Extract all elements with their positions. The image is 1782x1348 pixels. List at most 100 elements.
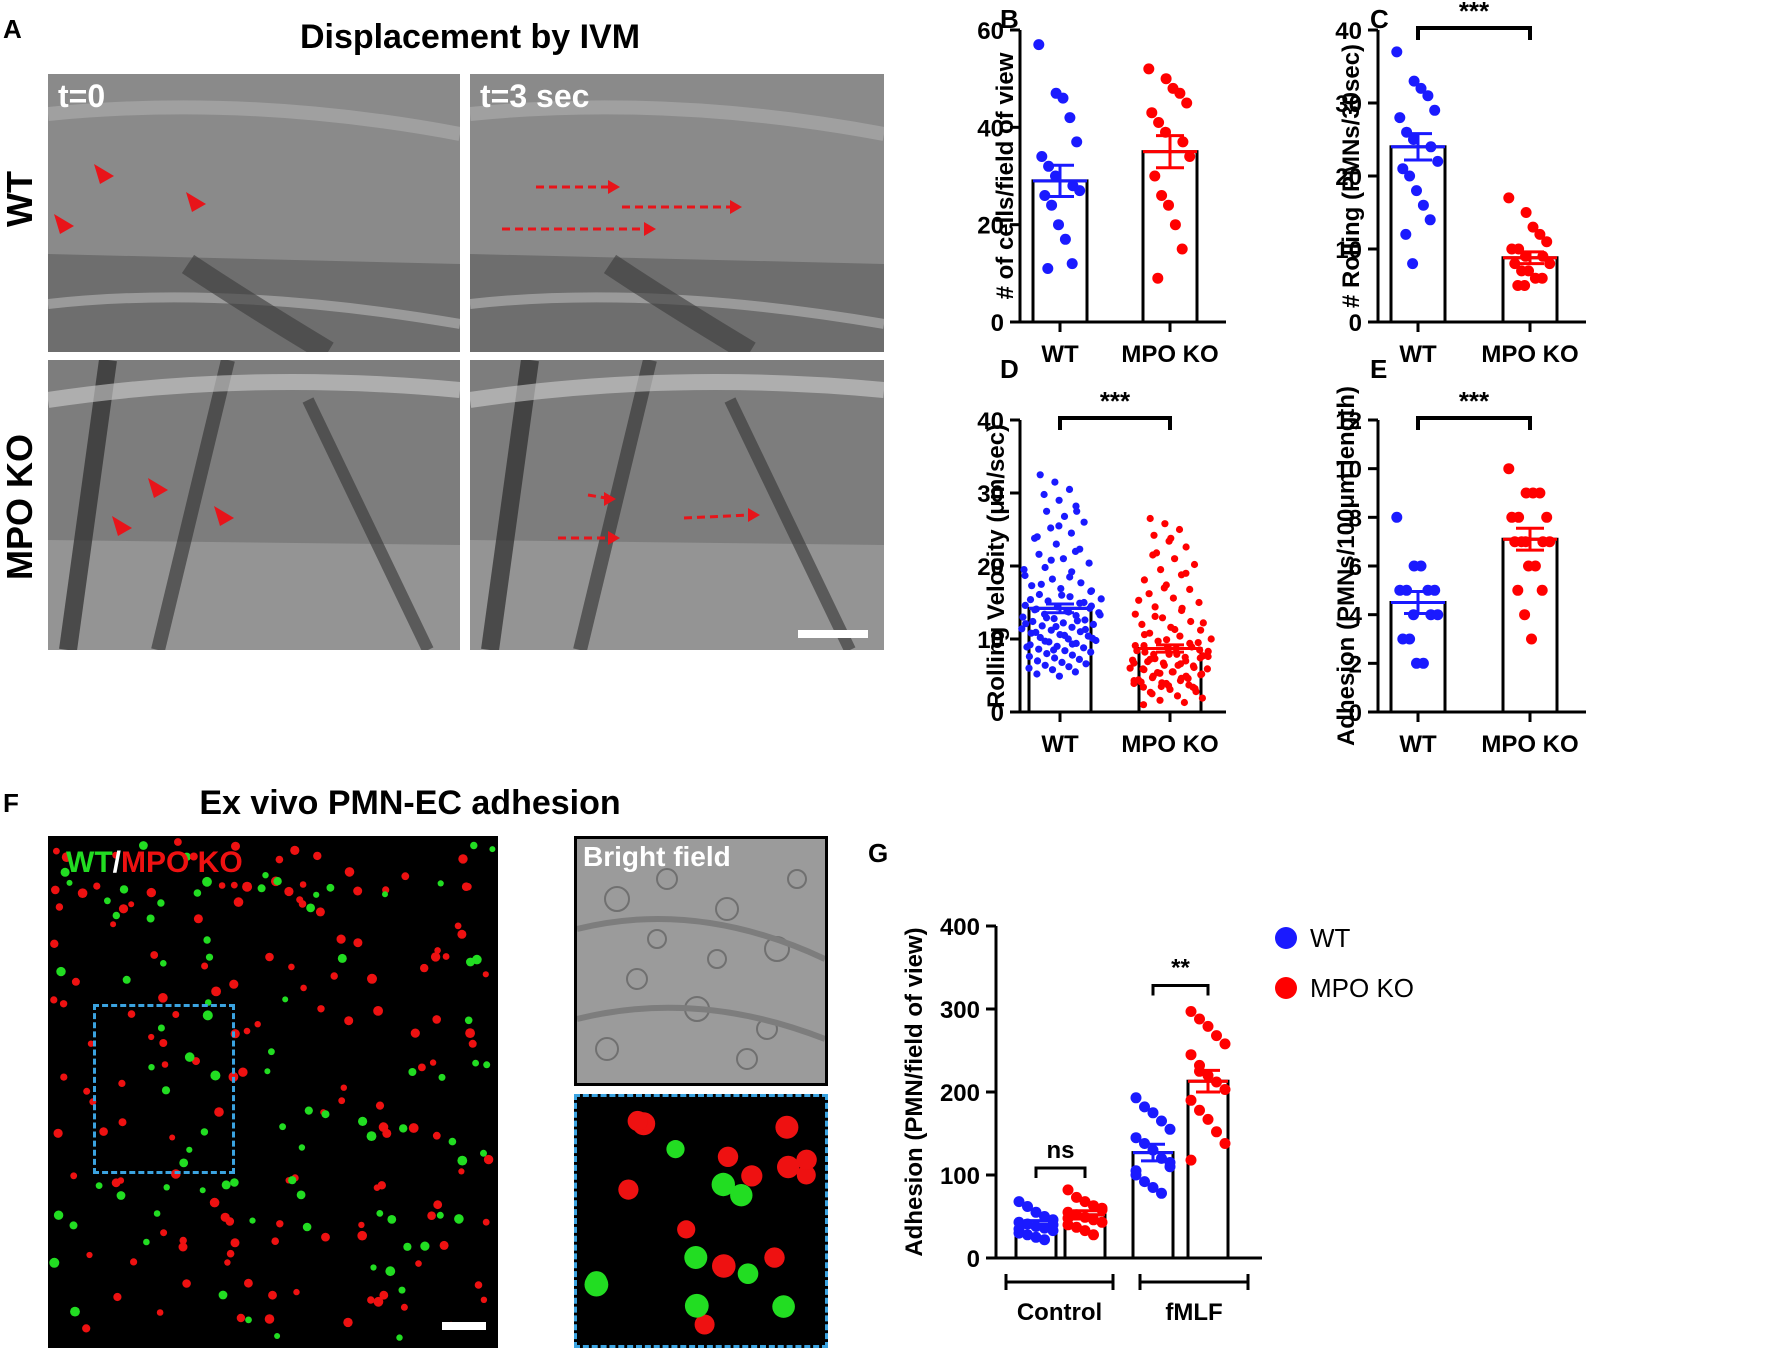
data-point [1417,199,1429,211]
data-point [1137,678,1145,686]
y-tick-label: 20 [1335,164,1362,191]
data-point [1053,219,1064,231]
bright-field-texture [577,839,825,1083]
wt-cell-dot [408,1068,417,1076]
data-point [1397,163,1409,175]
data-point [1149,170,1161,182]
mpo-ko-cell-dot [480,1296,488,1303]
mpo-ko-cell-dot [454,922,462,930]
y-tick-label: 6 [1349,554,1362,581]
data-point [1160,584,1168,592]
data-point [1203,665,1211,673]
panel-label-e: E [1370,354,1387,384]
mpo-ko-cell-dot [110,921,117,928]
mpo-ko-cell-dot [112,851,120,859]
data-point [1176,243,1188,255]
fluorescence-legend: WT/MPO KO [66,846,243,880]
mpo-ko-cell-dot [211,986,222,997]
wt-t3-arrows [502,180,742,236]
y-tick-label: 0 [991,310,1004,337]
inset-mpo-ko-cell [796,1149,817,1170]
data-point [1013,1196,1025,1208]
wt-cell-dot [202,1010,213,1021]
wt-cell-dot [306,903,315,913]
wt-cell-dot [245,1316,252,1324]
data-point [1156,669,1164,677]
mpo-ko-cell-dot [317,1005,325,1013]
data-point [1071,668,1079,676]
data-point [1068,623,1076,631]
wt-cell-dot [472,1059,479,1067]
data-point [1018,625,1026,633]
mpo-ko-cell-dot [442,953,450,960]
data-point [1519,609,1531,621]
y-tick-label: 60 [977,18,1004,45]
mpo-ko-cell-dot [271,1237,279,1245]
data-point [1164,682,1173,690]
data-point [1541,236,1553,248]
data-point [1139,1101,1150,1113]
group-label: fMLF [1165,1299,1222,1326]
mpo-ko-cell-dot [482,1218,490,1226]
data-point [1043,650,1051,658]
mpo-ko-cell-dot [408,1123,419,1133]
inset-zoom-image [574,1094,828,1348]
data-point [1064,112,1076,124]
mpo-ko-cell-dot [367,973,377,984]
mpo-ko-cell-dot [218,882,226,889]
data-point [1022,1229,1033,1241]
mpo-ko-cell-dot [321,1232,330,1242]
mpo-ko-cell-dot [373,1296,384,1307]
wt-cell-dot [288,1176,297,1185]
wt-cell-dot [313,891,320,898]
ivm-wt-t0-texture [48,74,460,352]
wt-cell-dot [302,1222,312,1232]
data-point [1130,1092,1142,1104]
mpo-ko-cell-dot [379,1290,389,1300]
data-point [1141,648,1149,656]
data-point [1060,512,1069,521]
x-tick-label: MPO KO [1481,341,1578,368]
inset-wt-cell [730,1184,753,1207]
data-point [1156,190,1168,201]
y-tick-label: 10 [1335,457,1362,484]
mpo-ko-cell-dot [243,1027,251,1035]
data-point [1087,648,1095,656]
significance-bracket [1416,26,1532,40]
data-point [1088,1200,1099,1212]
wt-cell-dot [304,1106,313,1115]
data-point [1503,463,1515,475]
data-point [1148,674,1157,682]
mpo-ko-cell-dot [50,939,59,948]
data-point [1189,662,1197,670]
mpo-ko-cell-dot [315,907,325,917]
mpo-ko-cell-dot [254,1021,261,1028]
data-point [1059,619,1067,627]
mpo-ko-cell-dot [373,1006,383,1016]
wt-cell-dot [200,1128,209,1136]
mpo-ko-cell-dot [382,1128,392,1138]
data-point [1082,660,1090,668]
wt-cell-dot [264,1068,271,1075]
bar-mpo-ko [1186,1079,1230,1260]
wt-cell-dot [193,889,202,897]
mpo-ko-cell-dot [264,1314,275,1324]
data-point [1182,543,1190,551]
panel-label-c: C [1370,4,1389,34]
data-point [1139,1176,1150,1188]
mpo-ko-cell-dot [353,938,363,948]
mpo-ko-cell-dot [59,1000,68,1008]
data-point [1146,107,1158,119]
mpo-ko-cell-dot [238,1067,248,1077]
wt-cell-dot [119,885,129,894]
wt-cell-dot [230,1178,239,1187]
fluorescence-image: WT/MPO KO [48,836,498,1348]
y-axis-label: Adhesion (PMN/field of view) [901,927,928,1256]
inset-mpo-ko-cell [741,1165,763,1187]
wt-cell-dot [163,1184,170,1191]
data-point [1097,595,1105,603]
data-point [1050,646,1058,654]
mpo-ko-cell-dot [161,1061,169,1068]
wt-cell-dot [420,1241,430,1251]
data-point [1509,258,1521,270]
